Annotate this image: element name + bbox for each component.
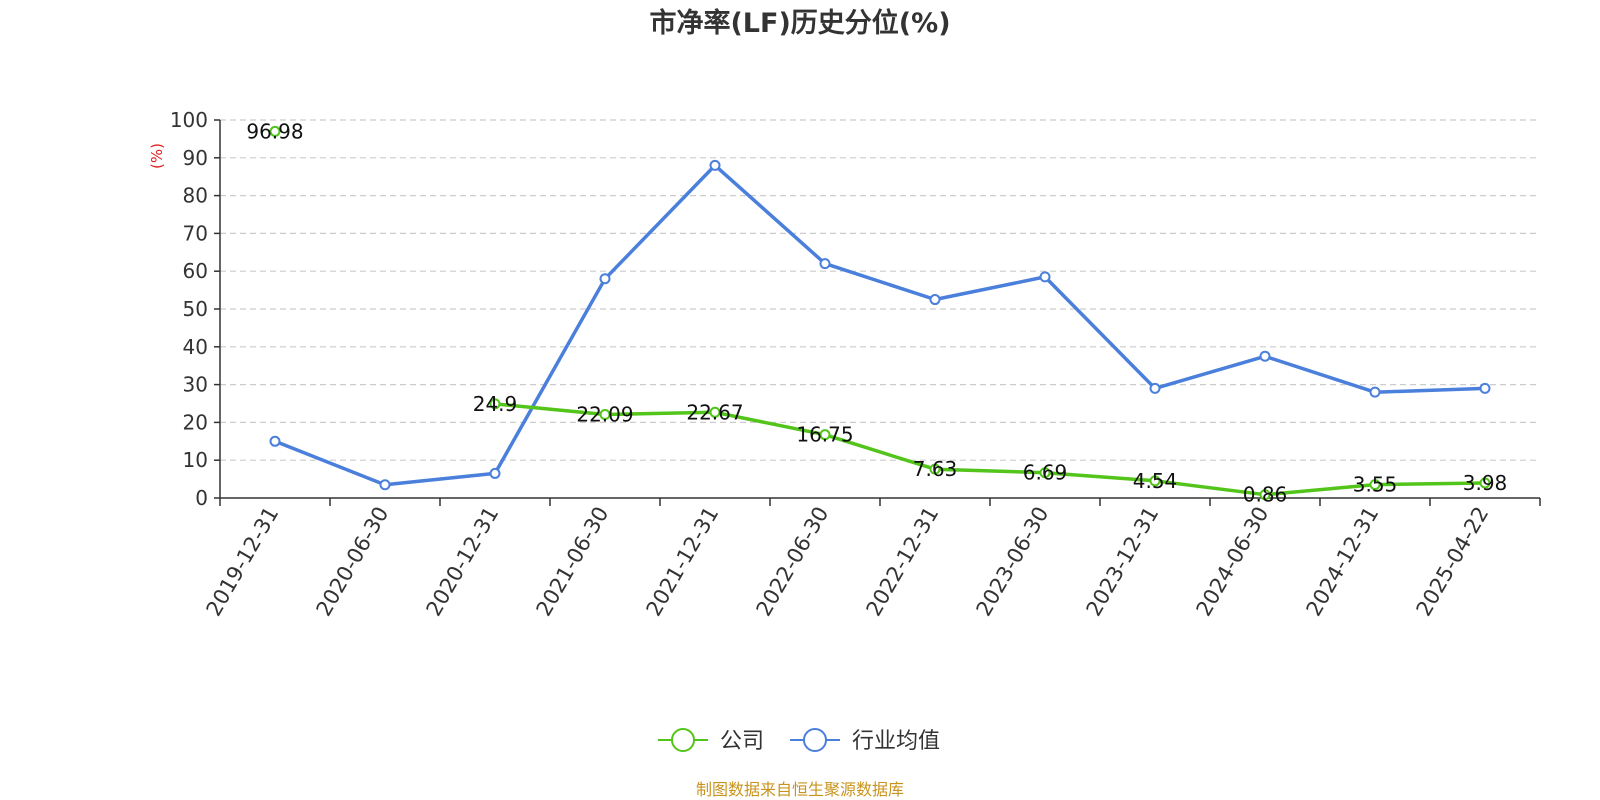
data-label: 3.55 (1353, 473, 1398, 497)
data-label: 0.86 (1243, 483, 1288, 507)
y-tick-label: 80 (183, 184, 208, 208)
footer-source: 制图数据来自恒生聚源数据库 (696, 780, 904, 799)
data-label: 96.98 (246, 119, 303, 143)
y-tick-label: 10 (183, 448, 208, 472)
data-point (489, 398, 501, 410)
data-point (1149, 475, 1161, 487)
legend: 公司 行业均值 (658, 728, 940, 754)
data-label: 6.69 (1023, 461, 1068, 485)
y-tick-label: 0 (195, 486, 208, 510)
x-tick-label: 2022-12-31 (862, 503, 944, 621)
x-tick-label: 2023-06-30 (972, 503, 1054, 621)
data-point (929, 463, 941, 475)
x-tick-label: 2020-06-30 (312, 503, 394, 621)
data-point (819, 429, 831, 441)
data-label: 16.75 (796, 423, 853, 447)
data-point (1149, 382, 1161, 394)
data-point (269, 125, 281, 137)
y-tick-label: 100 (170, 108, 208, 132)
data-label: 22.09 (576, 402, 633, 426)
x-tick-label: 2025-04-22 (1412, 503, 1494, 621)
x-tick-label: 2023-12-31 (1082, 503, 1164, 621)
data-point (379, 479, 391, 491)
data-point (709, 159, 721, 171)
legend-item-1[interactable]: 行业均值 (790, 728, 940, 754)
data-label: 22.67 (686, 400, 743, 424)
legend-marker-icon (803, 728, 827, 752)
y-axis-unit: (%) (148, 143, 166, 169)
grid-lines (220, 119, 1540, 461)
data-label: 7.63 (913, 457, 958, 481)
data-point (1369, 386, 1381, 398)
data-point (1039, 467, 1051, 479)
series-line (274, 163, 1486, 487)
series-1 (269, 159, 1491, 491)
legend-item-0[interactable]: 公司 (658, 728, 764, 754)
y-tick-label: 20 (183, 410, 208, 434)
data-label: 3.98 (1463, 471, 1508, 495)
y-tick-label: 60 (183, 259, 208, 283)
legend-marker-icon (671, 728, 695, 752)
legend-label: 公司 (720, 729, 764, 754)
data-point (819, 258, 831, 270)
data-point (1259, 350, 1271, 362)
x-tick-label: 2022-06-30 (752, 503, 834, 621)
data-point (1479, 477, 1491, 489)
series (269, 125, 1491, 501)
data-point (599, 408, 611, 420)
data-label: 4.54 (1133, 469, 1178, 493)
y-tick-label: 50 (183, 297, 208, 321)
y-tick-label: 90 (183, 146, 208, 170)
data-point (929, 294, 941, 306)
data-label: 24.9 (473, 392, 518, 416)
data-point (709, 406, 721, 418)
axes: 0 10 20 30 40 50 60 70 80 90 100 2019-12-31 2020-06-… (170, 108, 1541, 621)
data-point (1259, 489, 1271, 501)
x-tick-label: 2021-12-31 (642, 503, 724, 621)
data-point (489, 467, 501, 479)
y-tick-label: 30 (183, 373, 208, 397)
x-tick-label: 2019-12-31 (202, 503, 284, 621)
series-line (494, 402, 1486, 497)
x-tick-label: 2024-06-30 (1192, 503, 1274, 621)
data-point (1039, 271, 1051, 283)
y-tick-label: 70 (183, 221, 208, 245)
data-point (1479, 382, 1491, 394)
y-tick-label: 40 (183, 335, 208, 359)
x-tick-label: 2020-12-31 (422, 503, 504, 621)
x-tick-label: 2024-12-31 (1302, 503, 1384, 621)
chart-title: 市净率(LF)历史分位(%) (649, 7, 950, 39)
data-point (269, 435, 281, 447)
data-labels: 96.98 24.9 22.09 22.67 16.75 7.63 6.69 4.54 0.86… (246, 119, 1507, 506)
x-tick-label: 2021-06-30 (532, 503, 614, 621)
data-point (1369, 479, 1381, 491)
data-point (599, 273, 611, 285)
legend-label: 行业均值 (852, 729, 940, 754)
series-0 (269, 125, 1491, 501)
